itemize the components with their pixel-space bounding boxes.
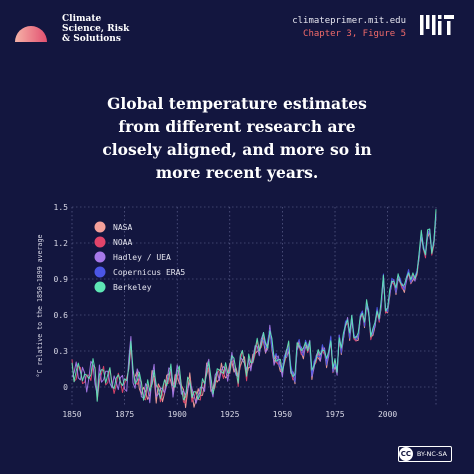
headline-line-4: more recent years. xyxy=(155,163,319,182)
headline-line-2: from different research are xyxy=(118,117,356,136)
x-tick-label-5: 1975 xyxy=(325,410,344,419)
headline-line-1: Global temperature estimates xyxy=(107,94,367,113)
mit-logo-icon xyxy=(420,15,454,35)
legend-marker-noaa xyxy=(94,236,106,248)
y-tick-label-3: 0.9 xyxy=(54,275,69,284)
source-info: climateprimer.mit.edu Chapter 3, Figure … xyxy=(292,15,406,41)
y-tick-label-4: 1.2 xyxy=(54,239,69,248)
y-axis-label: °C relative to the 1850-1899 average xyxy=(36,235,44,378)
legend-marker-berkeley xyxy=(94,281,106,293)
series-line-berkeley xyxy=(71,209,437,402)
legend-label-berkeley: Berkeley xyxy=(113,283,152,292)
license-label: BY-NC-SA xyxy=(416,450,447,458)
creative-commons-icon: CC xyxy=(398,447,413,461)
legend-label-noaa: NOAA xyxy=(113,238,132,247)
legend-marker-nasa xyxy=(94,221,106,233)
y-tick-label-1: 0.3 xyxy=(54,347,69,356)
legend-label-copernicus-era5: Copernicus ERA5 xyxy=(113,268,185,277)
headline-line-3: closely aligned, and more so in xyxy=(102,140,372,159)
y-tick-label-0: 0 xyxy=(63,383,68,392)
x-tick-label-6: 2000 xyxy=(378,410,397,419)
x-tick-label-2: 1900 xyxy=(168,410,187,419)
site-url: climateprimer.mit.edu xyxy=(292,16,406,26)
legend-label-nasa: NASA xyxy=(113,223,132,232)
series-line-hadley-uea xyxy=(71,213,437,404)
legend-marker-hadley-uea xyxy=(94,251,106,263)
y-tick-label-2: 0.6 xyxy=(54,311,69,320)
legend-marker-copernicus-era5 xyxy=(94,266,106,278)
brand-line-2: Science, Risk xyxy=(62,24,130,34)
license-badge: CC BY-NC-SA xyxy=(397,446,452,462)
x-tick-label-0: 1850 xyxy=(62,410,81,419)
series-line-copernicus-era5 xyxy=(261,213,437,383)
y-tick-label-5: 1.5 xyxy=(54,203,69,212)
brand-line-1: Climate xyxy=(62,14,102,24)
brand-line-3: & Solutions xyxy=(62,34,121,44)
brand-name: Climate Science, Risk & Solutions xyxy=(62,14,129,44)
x-tick-label-1: 1875 xyxy=(115,410,134,419)
figure-label: Chapter 3, Figure 5 xyxy=(303,29,406,39)
chart-headline: Global temperature estimates from differ… xyxy=(30,92,444,184)
x-tick-label-3: 1925 xyxy=(220,410,239,419)
legend-label-hadley-uea: Hadley / UEA xyxy=(113,253,171,262)
x-tick-label-4: 1950 xyxy=(273,410,292,419)
brand-logo-icon xyxy=(15,26,47,42)
